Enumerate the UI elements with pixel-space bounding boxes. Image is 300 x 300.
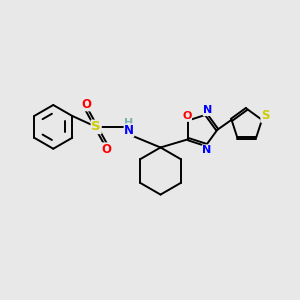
Text: N: N [203,105,213,116]
Text: O: O [182,111,191,121]
Text: N: N [124,124,134,137]
Text: S: S [91,120,101,134]
Text: H: H [124,118,134,128]
Text: O: O [81,98,91,111]
Text: N: N [202,145,212,155]
Text: S: S [261,109,270,122]
Text: O: O [101,143,111,156]
